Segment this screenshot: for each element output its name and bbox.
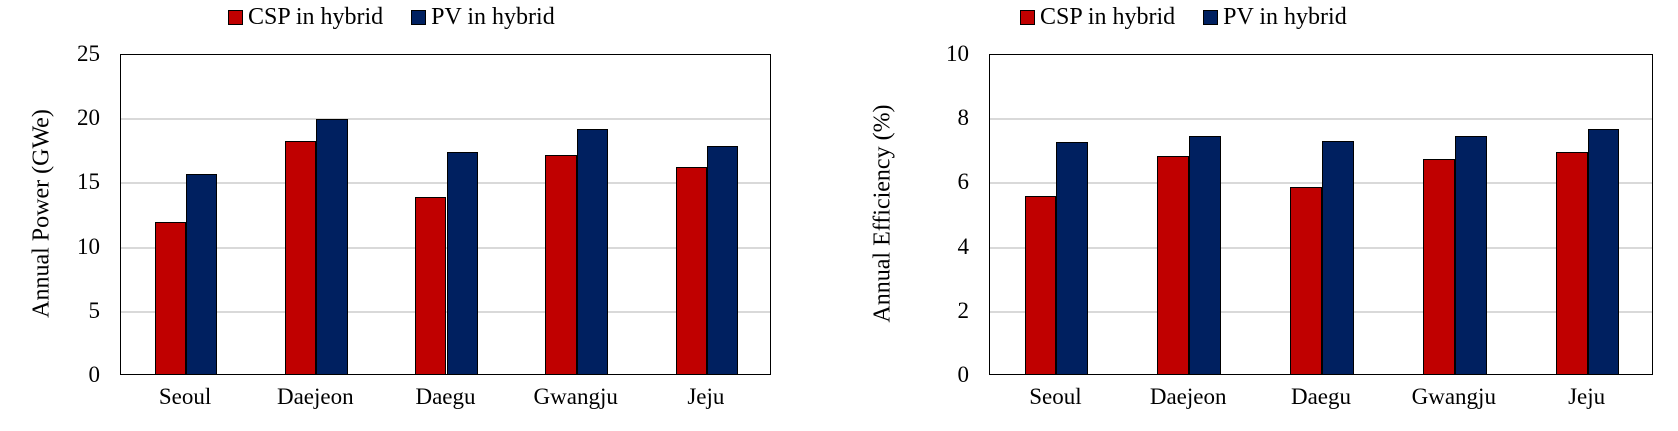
bar-pv-jeju [706,145,739,374]
bar-csp-daejeon [285,140,317,374]
legend-item: PV in hybrid [1203,2,1347,32]
legend-label: PV in hybrid [1223,4,1347,30]
y-tick-label: 20 [77,105,100,131]
legend-swatch-icon [411,9,427,25]
annual-power-chart: CSP in hybrid PV in hybrid Annual Power (G… [0,0,800,431]
x-tick-label: Seoul [158,384,212,409]
bar-pv-gwangju [1454,135,1487,374]
bar-csp-jeju [675,167,707,374]
bar-pv-gwangju [576,129,608,374]
legend-label: PV in hybrid [431,4,555,30]
y-tick-label: 0 [88,362,101,387]
y-tick-label: 2 [957,297,970,323]
y-tick-label: 10 [77,233,100,259]
legend-label: CSP in hybrid [248,4,384,30]
x-tick-label: Daejeon [1149,384,1227,409]
x-tick-label: Seoul [1029,384,1082,409]
bar-csp-daegu [1290,186,1322,374]
bar-csp-gwangju [1422,158,1455,374]
bar-pv-daegu [446,151,478,374]
plot-area [120,54,771,375]
legend-item: CSP in hybrid [1020,2,1175,32]
bar-csp-seoul [154,222,187,374]
bar-pv-jeju [1587,129,1620,374]
legend-label: CSP in hybrid [1040,4,1176,30]
legend-item: CSP in hybrid [228,2,383,32]
y-axis-label: Annual Efficiency (%) [869,104,896,323]
gridline [121,118,770,121]
bar-pv-seoul [1056,142,1089,374]
y-tick-label: 6 [957,169,970,195]
y-tick-label: 25 [77,41,100,66]
y-tick-label: 0 [957,362,970,387]
x-tick-label: Daegu [1290,384,1352,409]
gridline [990,118,1652,121]
x-tick-label: Gwangju [533,384,618,409]
y-tick-label: 15 [77,169,100,195]
legend: CSP in hybrid PV in hybrid [228,2,555,32]
bar-csp-jeju [1555,152,1588,374]
legend: CSP in hybrid PV in hybrid [1020,2,1347,32]
y-tick-label: 5 [88,297,101,323]
x-tick-label: Gwangju [1411,384,1496,409]
x-tick-label: Jeju [687,384,725,409]
x-tick-label: Daegu [415,384,476,409]
legend-item: PV in hybrid [411,2,555,32]
bar-pv-daejeon [1189,135,1222,374]
bar-csp-seoul [1024,196,1057,374]
y-tick-label: 10 [946,41,969,66]
bar-pv-daegu [1322,140,1354,374]
bar-csp-daejeon [1157,155,1190,374]
bar-csp-daegu [415,196,447,374]
legend-swatch-icon [1203,9,1219,25]
legend-swatch-icon [1020,9,1035,25]
gridline [121,182,770,185]
bar-pv-seoul [186,173,218,374]
y-tick-label: 8 [957,105,970,131]
y-tick-label: 4 [957,233,970,259]
x-tick-label: Daejeon [276,384,354,409]
gridline [990,182,1652,185]
plot-area [989,54,1653,375]
x-tick-label: Jeju [1568,384,1606,409]
bar-csp-gwangju [545,154,577,374]
bar-pv-daejeon [316,118,348,374]
legend-swatch-icon [228,9,243,25]
